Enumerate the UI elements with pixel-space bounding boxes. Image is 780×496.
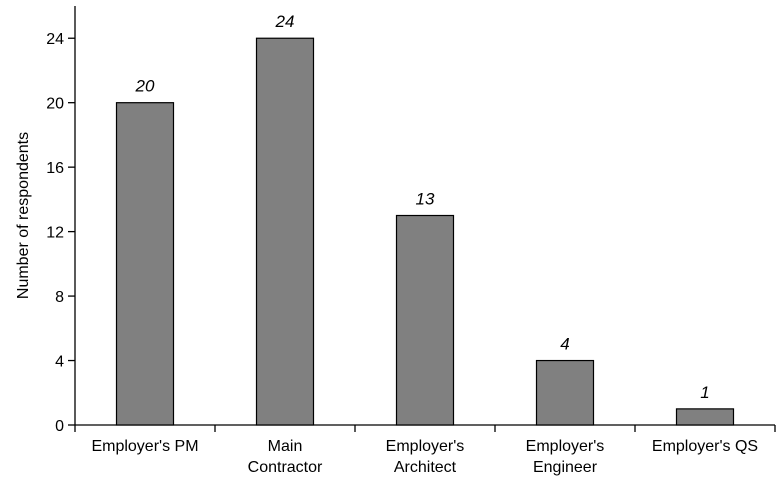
bar <box>395 214 455 426</box>
y-tick-label: 0 <box>55 418 64 435</box>
y-tick-label: 8 <box>55 289 64 306</box>
bar-value-label: 24 <box>275 12 295 31</box>
x-category-label: Employer's PM <box>91 438 198 455</box>
bar-value-label: 4 <box>560 335 569 354</box>
x-axis: Employer's PM Main Contractor Employer's Arc… <box>74 424 776 476</box>
y-tick-label: 16 <box>46 160 64 177</box>
bar-value-label: 13 <box>416 190 435 209</box>
y-tick-label: 20 <box>46 96 64 113</box>
bars <box>115 37 735 426</box>
y-axis-title: Number of respondents <box>15 132 32 299</box>
bar <box>535 359 595 426</box>
bar-value-label: 1 <box>700 383 709 402</box>
x-category-label: Employer's QS <box>652 438 758 455</box>
x-category-label: Main Contractor <box>248 438 323 476</box>
y-tick-label: 12 <box>46 225 64 242</box>
x-category-label: Employer's Architect <box>386 438 465 476</box>
data-labels: 20 24 13 4 1 <box>135 12 710 402</box>
y-tick-label: 4 <box>55 354 64 371</box>
x-category-label: Employer's Engineer <box>526 438 605 476</box>
y-axis: 0 4 8 12 16 20 24 <box>46 6 76 435</box>
bar-value-label: 20 <box>135 77 155 96</box>
y-tick-label: 24 <box>46 31 64 48</box>
bar <box>115 102 175 426</box>
bar <box>675 408 735 426</box>
bar <box>255 37 315 426</box>
